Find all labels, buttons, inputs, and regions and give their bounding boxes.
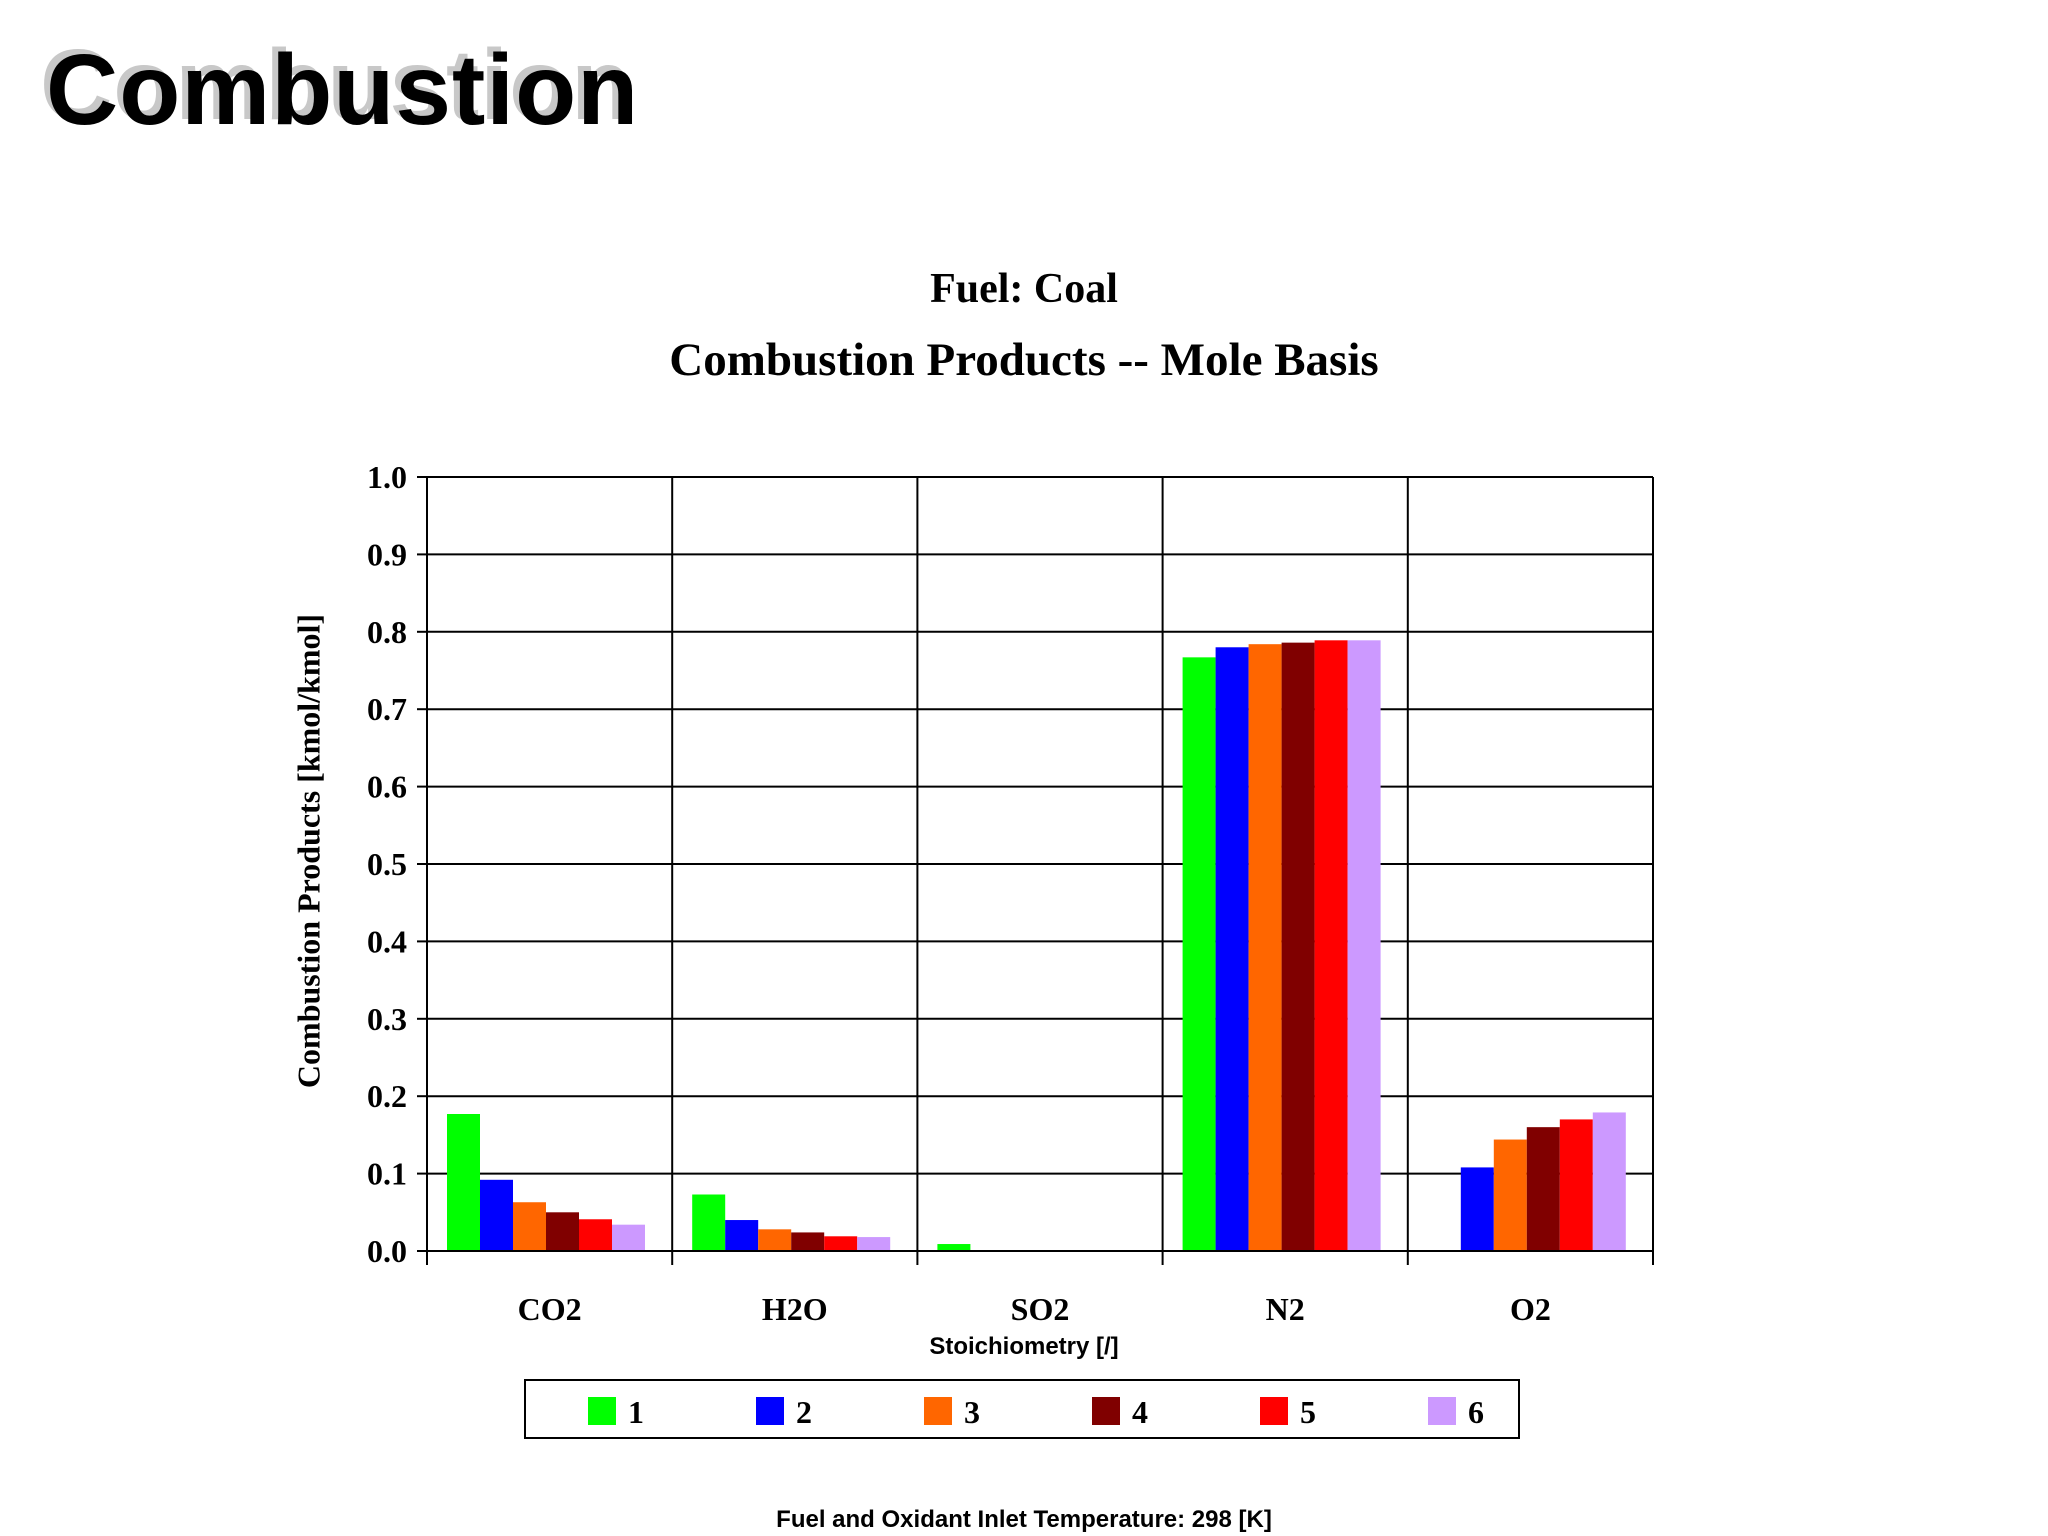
bar-O2-series-4 (1526, 1127, 1560, 1251)
y-tick-label: 0.3 (367, 1001, 407, 1037)
x-tick-label: N2 (1266, 1291, 1305, 1327)
bar-CO2-series-6 (612, 1224, 645, 1251)
chart-title: Fuel: Coal (930, 266, 1118, 312)
legend-label: 1 (628, 1394, 644, 1430)
bar-O2-series-3 (1493, 1139, 1527, 1251)
y-tick-label: 0.1 (367, 1156, 407, 1192)
bar-CO2-series-1 (447, 1114, 480, 1251)
x-tick-label: SO2 (1011, 1291, 1070, 1327)
x-tick-label: H2O (762, 1291, 828, 1327)
legend-swatch (756, 1397, 784, 1425)
chart-subtitle: Combustion Products -- Mole Basis (669, 334, 1379, 386)
bar-N2-series-4 (1281, 642, 1315, 1251)
bar-H2O-series-6 (857, 1237, 891, 1251)
legend-label: 3 (964, 1394, 980, 1430)
legend-swatch (588, 1397, 616, 1425)
legend-label: 5 (1300, 1394, 1316, 1430)
slide-title: Combustion (46, 34, 640, 146)
bar-O2-series-2 (1460, 1167, 1494, 1251)
bar-CO2-series-2 (480, 1179, 513, 1251)
legend: 1 2 3 4 5 6 (524, 1379, 1520, 1439)
y-tick-label: 0.5 (367, 846, 407, 882)
bar-N2-series-3 (1248, 644, 1282, 1251)
y-tick-label: 0.2 (367, 1078, 407, 1114)
bar-H2O-series-3 (758, 1229, 792, 1251)
legend-swatch (924, 1397, 952, 1425)
y-tick-label: 0.6 (367, 769, 407, 805)
bar-CO2-series-5 (579, 1219, 612, 1251)
bar-N2-series-5 (1314, 640, 1348, 1251)
bar-H2O-series-2 (725, 1220, 759, 1251)
legend-swatch (1260, 1397, 1288, 1425)
bar-H2O-series-5 (824, 1236, 858, 1251)
bar-N2-series-6 (1347, 640, 1381, 1251)
bar-CO2-series-3 (513, 1202, 546, 1251)
legend-swatch (1092, 1397, 1120, 1425)
y-tick-label: 0.8 (367, 614, 407, 650)
y-tick-label: 0.4 (367, 923, 407, 959)
bar-N2-series-1 (1182, 657, 1216, 1251)
bar-O2-series-5 (1559, 1119, 1593, 1251)
bar-O2-series-6 (1592, 1112, 1626, 1251)
legend-label: 4 (1132, 1394, 1148, 1430)
x-tick-label: O2 (1510, 1291, 1551, 1327)
y-tick-label: 0.0 (367, 1233, 407, 1269)
legend-swatch (1428, 1397, 1456, 1425)
x-tick-label: CO2 (518, 1291, 582, 1327)
y-tick-label: 0.7 (367, 691, 407, 727)
bar-CO2-series-4 (546, 1212, 579, 1251)
bar-H2O-series-1 (692, 1194, 726, 1251)
y-tick-label: 1.0 (367, 459, 407, 495)
y-axis-label: Combustion Products [kmol/kmol] (290, 613, 327, 1089)
bar-N2-series-2 (1215, 647, 1249, 1251)
legend-label: 6 (1468, 1394, 1484, 1430)
bar-H2O-series-4 (791, 1232, 825, 1251)
x-axis-label: Stoichiometry [/] (929, 1333, 1119, 1360)
legend-label: 2 (796, 1394, 812, 1430)
bar-SO2-series-1 (937, 1244, 971, 1251)
y-tick-label: 0.9 (367, 536, 407, 572)
footer-note: Fuel and Oxidant Inlet Temperature: 298 … (776, 1506, 1272, 1533)
